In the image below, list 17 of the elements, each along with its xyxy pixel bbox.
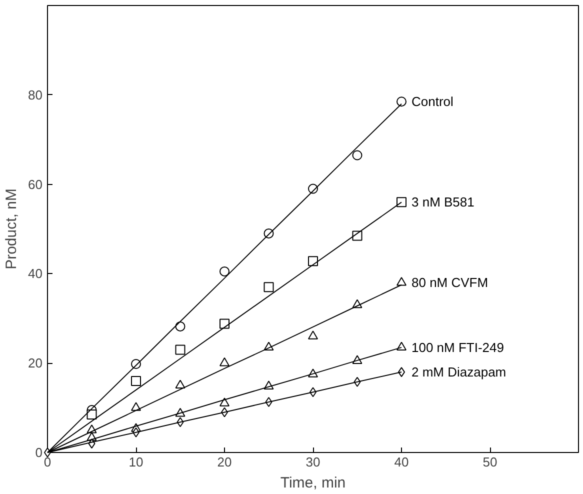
y-tick-label: 40 — [28, 266, 43, 282]
series-label: 3 nM B581 — [412, 194, 474, 210]
x-tick-label: 40 — [394, 454, 409, 470]
y-tick-label: 20 — [28, 356, 43, 371]
y-axis-title: Product, nM — [3, 188, 20, 270]
y-tick-label: 80 — [28, 87, 43, 102]
x-tick-label: 50 — [482, 454, 498, 470]
series-label: 80 nM CVFM — [412, 275, 488, 290]
x-tick-label: 20 — [217, 454, 232, 470]
x-tick-label: 30 — [306, 454, 320, 470]
series-label: 100 nM FTI-249 — [412, 340, 504, 355]
x-axis-title: Time, min — [280, 474, 346, 492]
y-tick-label: 60 — [28, 176, 43, 192]
y-tick-label: 0 — [35, 445, 43, 460]
series-label: Control — [412, 94, 454, 110]
series-label: 2 mM Diazapam — [412, 364, 506, 380]
x-tick-label: 10 — [128, 454, 144, 470]
